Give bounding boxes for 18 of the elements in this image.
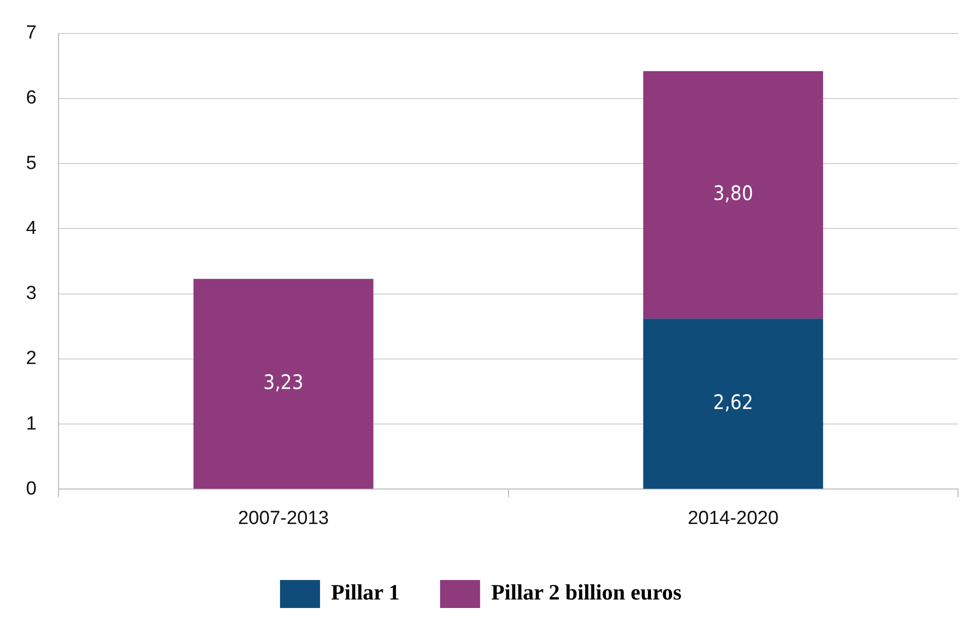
bar [643, 318, 824, 489]
y-tick-label: 1 [26, 413, 37, 434]
y-tick-label: 6 [26, 88, 37, 109]
y-tick-label: 3 [26, 283, 37, 304]
legend-label: Pillar 1 [331, 580, 400, 605]
bar [193, 278, 374, 489]
x-tick-label: 2007-2013 [238, 508, 329, 529]
data-label: 3,80 [713, 181, 754, 206]
data-label: 2,62 [713, 390, 754, 414]
legend-label: Pillar 2 billion euros [491, 580, 682, 605]
y-tick-label: 4 [26, 218, 37, 239]
bar [643, 71, 824, 319]
y-tick-label: 0 [26, 478, 37, 500]
data-label: 3,23 [263, 370, 304, 394]
y-tick-label: 2 [26, 348, 37, 370]
y-tick-label: 5 [26, 152, 37, 174]
y-tick-label: 7 [26, 22, 37, 44]
x-tick-label: 2014-2020 [688, 508, 779, 529]
